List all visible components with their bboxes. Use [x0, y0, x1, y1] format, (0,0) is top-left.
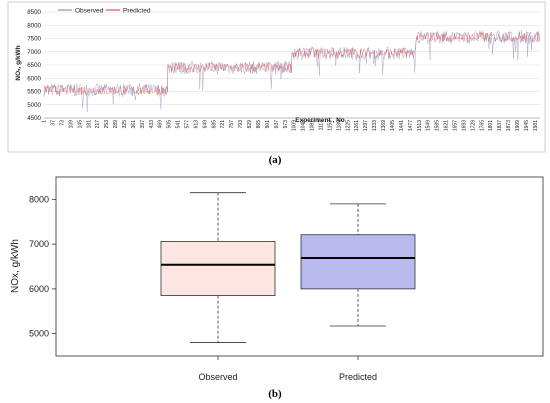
x-tick-label: 973: [283, 120, 289, 129]
x-tick-label: 1261: [354, 120, 360, 131]
box-predicted: [300, 234, 416, 290]
y-tick-label: 7500: [27, 36, 41, 43]
x-tick-label: 829: [247, 120, 253, 129]
x-tick-label: 1: [42, 120, 48, 123]
x-tick-label: 73: [59, 120, 65, 126]
caption-b: (b): [268, 388, 282, 400]
y-axis-ticks: 5000 6000 7000 8000: [29, 194, 56, 339]
x-tick-label-predicted: Predicted: [339, 372, 377, 382]
series-lines: [43, 30, 540, 113]
x-tick-label: 1693: [461, 120, 467, 131]
x-tick-label: 253: [104, 120, 110, 129]
x-tick-label: 901: [265, 120, 271, 129]
x-tick-label: 1477: [408, 120, 414, 131]
x-tick-label: 469: [158, 120, 164, 129]
y-axis-label: NOx, g/kWh: [10, 239, 21, 293]
line-chart-panel: NOₓ, g/kWh 4500 5000 5500 6000 6500 7000 7500 8…: [7, 1, 546, 153]
x-axis-ticks: 1 37 73 109 145 181 217 253 289 325 361 397 433 469 50…: [42, 117, 540, 131]
x-tick-label: 1621: [444, 120, 450, 131]
y-tick-label: 6500: [27, 62, 41, 69]
x-tick-label: 1909: [515, 120, 521, 131]
y-tick-label: 8000: [29, 194, 49, 204]
x-tick-label: 1729: [470, 120, 476, 131]
x-tick-label: 1981: [533, 120, 539, 131]
x-tick-label: 1009: [292, 120, 298, 131]
x-tick-label: 757: [229, 120, 235, 129]
x-tick-label: 145: [77, 120, 83, 129]
x-tick-label: 325: [122, 120, 128, 129]
y-tick-label: 8500: [27, 9, 41, 16]
x-tick-label: 217: [95, 120, 101, 129]
y-tick-label: 4500: [27, 115, 41, 122]
x-tick-label: 1225: [345, 120, 351, 131]
x-tick-label: 37: [51, 120, 57, 126]
x-tick-label: 685: [211, 120, 217, 129]
x-tick-label: 1513: [417, 120, 423, 131]
boxes: [160, 192, 416, 343]
y-tick-label: 5000: [29, 329, 49, 339]
y-tick-label: 5500: [27, 89, 41, 96]
x-tick-label: 1153: [327, 120, 333, 131]
x-tick-label-observed: Observed: [198, 372, 237, 382]
x-tick-label: 505: [167, 120, 173, 129]
x-tick-label: 1657: [452, 120, 458, 131]
x-axis-ticks: Observed Predicted: [198, 356, 377, 382]
x-tick-label: 1369: [381, 120, 387, 131]
x-tick-label: 1081: [310, 120, 316, 131]
y-tick-label: 6000: [29, 284, 49, 294]
x-tick-label: 577: [185, 120, 191, 129]
x-tick-label: 793: [238, 120, 244, 129]
x-tick-label: 181: [86, 120, 92, 129]
x-tick-label: 1585: [435, 120, 441, 131]
legend-label-predicted: Predicted: [123, 8, 151, 15]
x-tick-label: 1441: [399, 120, 405, 131]
x-tick-label: 1189: [336, 120, 342, 131]
x-tick-label: 1837: [497, 120, 503, 131]
y-tick-label: 5000: [27, 102, 41, 109]
x-axis-label: Experiment , No: [295, 117, 345, 124]
x-tick-label: 1873: [506, 120, 512, 131]
x-tick-label: 1549: [426, 120, 432, 131]
y-tick-label: 7000: [29, 239, 49, 249]
x-tick-label: 1765: [479, 120, 485, 131]
box-observed: [160, 241, 276, 296]
box-plot-panel: NOx, g/kWh 5000 6000 7000 8000 Observed Pred…: [10, 176, 544, 382]
x-tick-label: 1045: [301, 120, 307, 131]
y-axis-ticks: 4500 5000 5500 6000 6500 7000 7500 8000 8500: [27, 9, 41, 122]
x-tick-label: 937: [274, 120, 280, 129]
x-tick-label: 397: [140, 120, 146, 129]
x-tick-label: 865: [256, 120, 262, 129]
x-tick-label: 1945: [524, 120, 530, 131]
x-tick-label: 433: [149, 120, 155, 129]
caption-a: (a): [269, 154, 282, 166]
series-line-predicted: [43, 31, 540, 96]
y-tick-label: 7000: [27, 49, 41, 56]
y-tick-label: 8000: [27, 22, 41, 29]
x-tick-label: 361: [131, 120, 137, 129]
y-tick-label: 6000: [27, 75, 41, 82]
x-tick-label: 1117: [319, 120, 325, 131]
x-tick-label: 289: [113, 120, 119, 129]
x-tick-label: 721: [220, 120, 226, 129]
x-tick-label: 613: [193, 120, 199, 129]
legend-label-observed: Observed: [75, 8, 104, 15]
y-axis-label: NOₓ, g/kWh: [15, 45, 22, 80]
x-tick-label: 1801: [488, 120, 494, 131]
x-tick-label: 541: [176, 120, 182, 129]
legend: Observed Predicted: [58, 8, 151, 15]
x-tick-label: 1405: [390, 120, 396, 131]
x-tick-label: 1297: [363, 120, 369, 131]
x-tick-label: 1333: [372, 120, 378, 131]
x-tick-label: 649: [202, 120, 208, 129]
x-tick-label: 109: [68, 120, 74, 129]
